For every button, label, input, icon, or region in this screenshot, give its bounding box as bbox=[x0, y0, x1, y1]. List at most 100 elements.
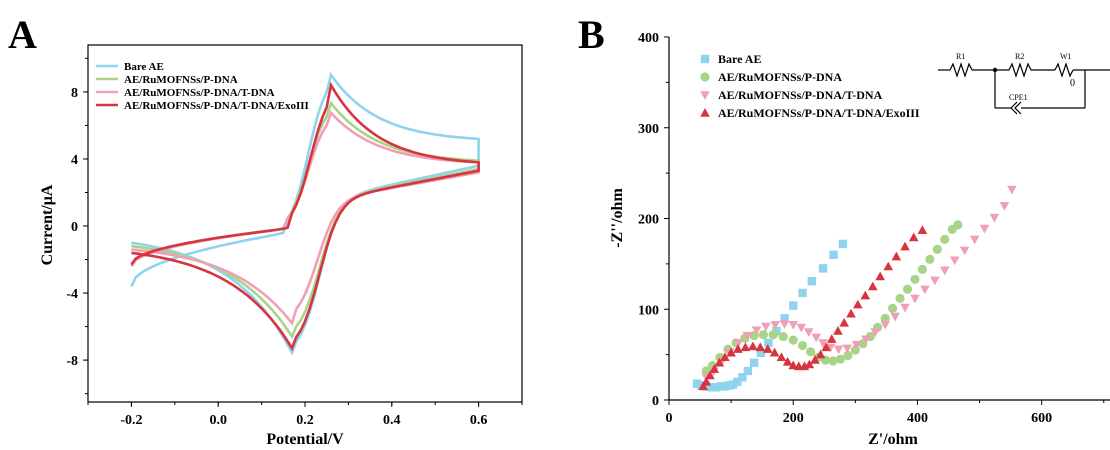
cv-curve-4 bbox=[130, 81, 480, 351]
eis-point-s3 bbox=[779, 320, 790, 329]
eis-point-s3 bbox=[989, 213, 1000, 223]
eis-point-s1 bbox=[789, 301, 798, 310]
eis-point-s3 bbox=[761, 322, 771, 332]
eis-point-s1 bbox=[733, 377, 742, 387]
eis-point-s4 bbox=[709, 364, 720, 373]
warburg-w1-icon bbox=[1054, 62, 1074, 78]
eis-point-s1 bbox=[702, 382, 711, 391]
eis-point-s4 bbox=[804, 359, 815, 369]
eis-point-s3 bbox=[803, 328, 814, 337]
eis-point-s3 bbox=[949, 256, 960, 266]
eis-point-s3 bbox=[1007, 185, 1017, 195]
eis-point-s3 bbox=[851, 340, 862, 350]
cv-y-tick-label: 8 bbox=[71, 86, 78, 101]
eis-point-s4 bbox=[698, 381, 708, 391]
cv-legend-label: AE/RuMOFNSs/P-DNA/T-DNA bbox=[124, 87, 275, 99]
eis-point-s4 bbox=[846, 308, 856, 318]
eis-point-s4 bbox=[810, 355, 820, 364]
cv-x-tick-label: 0.2 bbox=[296, 413, 314, 428]
eis-legend-label: Bare AE bbox=[718, 52, 761, 66]
eis-legend-label: AE/RuMOFNSs/P-DNA/T-DNA/ExoIII bbox=[718, 106, 920, 120]
eis-legend-label: AE/RuMOFNSs/P-DNA bbox=[718, 70, 842, 84]
resistor-r2-icon bbox=[1008, 62, 1032, 78]
eis-point-s4 bbox=[782, 356, 793, 366]
eis-point-s3 bbox=[811, 333, 822, 343]
eis-point-s2 bbox=[932, 244, 942, 254]
eis-y-tick-label: 400 bbox=[638, 31, 659, 46]
panel-a-label: A bbox=[8, 12, 37, 57]
eis-point-s1 bbox=[692, 379, 702, 388]
eis-point-s2 bbox=[788, 335, 798, 345]
eis-point-s2 bbox=[953, 220, 963, 230]
eis-point-s2 bbox=[835, 354, 846, 364]
eis-point-s2 bbox=[758, 330, 769, 340]
eis-point-s3 bbox=[818, 339, 828, 348]
cv-y-tick-label: 4 bbox=[71, 153, 78, 168]
eis-point-s2 bbox=[768, 330, 778, 340]
cv-legend-label: AE/RuMOFNSs/P-DNA bbox=[124, 74, 238, 86]
eis-point-s1 bbox=[707, 383, 716, 392]
eis-point-s1 bbox=[807, 276, 817, 286]
cv-x-tick-label: 0.0 bbox=[209, 413, 227, 428]
cv-curve-3 bbox=[130, 110, 480, 326]
cv-x-tick-label: 0.6 bbox=[470, 413, 488, 428]
eis-y-tick-label: 100 bbox=[638, 303, 659, 318]
eis-x-tick-label: 400 bbox=[907, 411, 928, 426]
inset-label-r1: R1 bbox=[956, 52, 965, 61]
cv-y-tick-label: -8 bbox=[66, 354, 78, 369]
eis-point-s2 bbox=[917, 264, 928, 274]
eis-legend-marker bbox=[700, 91, 710, 100]
eis-point-s4 bbox=[908, 232, 919, 242]
eis-point-s4 bbox=[883, 261, 894, 271]
eis-point-s1 bbox=[749, 358, 759, 367]
eis-point-s3 bbox=[742, 331, 753, 341]
eis-point-s4 bbox=[900, 241, 910, 251]
eis-point-s4 bbox=[833, 326, 843, 335]
eis-point-s4 bbox=[755, 342, 766, 352]
eis-point-s2 bbox=[843, 350, 853, 361]
cv-y-tick-label: -4 bbox=[66, 287, 78, 302]
resistor-r1-icon bbox=[949, 62, 973, 78]
eis-point-s3 bbox=[920, 285, 930, 295]
cv-x-axis-label: Potential/V bbox=[266, 431, 344, 448]
eis-point-s1 bbox=[720, 382, 730, 391]
panel-b-label: B bbox=[578, 12, 605, 57]
eis-point-s3 bbox=[733, 339, 744, 348]
eis-point-s1 bbox=[838, 239, 848, 249]
eis-y-tick-label: 200 bbox=[638, 213, 659, 228]
eis-point-s3 bbox=[969, 235, 980, 245]
eis-point-s1 bbox=[728, 380, 738, 389]
eis-point-s3 bbox=[825, 343, 836, 353]
eis-point-s3 bbox=[770, 320, 781, 330]
inset-label-cpe1: CPE1 bbox=[1009, 93, 1028, 102]
eis-point-s4 bbox=[891, 251, 902, 261]
eis-point-s1 bbox=[738, 373, 747, 382]
eis-point-s2 bbox=[880, 313, 890, 323]
eis-point-s1 bbox=[829, 250, 838, 259]
eis-y-axis-label: -Z''/ohm bbox=[609, 188, 626, 248]
eis-x-tick-label: 600 bbox=[1031, 411, 1052, 426]
eis-point-s1 bbox=[780, 314, 789, 323]
eis-point-s4 bbox=[762, 344, 773, 353]
inset-label-w1: W1 bbox=[1060, 52, 1072, 61]
eis-point-s1 bbox=[743, 366, 753, 376]
cv-curve-1 bbox=[130, 72, 480, 356]
eis-point-s4 bbox=[860, 290, 871, 300]
eis-point-s4 bbox=[720, 352, 730, 362]
eis-point-s3 bbox=[979, 224, 990, 234]
eis-point-s4 bbox=[839, 317, 849, 327]
eis-point-s3 bbox=[999, 202, 1010, 211]
cv-x-tick-label: -0.2 bbox=[120, 413, 142, 428]
eis-legend: Bare AE AE/RuMOFNSs/P-DNA AE/RuMOFNSs/P-DN… bbox=[700, 52, 920, 120]
eis-point-s4 bbox=[776, 352, 787, 362]
inset-label-r2: R2 bbox=[1015, 52, 1024, 61]
eis-point-s3 bbox=[788, 320, 799, 330]
cpe1-icon bbox=[1010, 101, 1018, 115]
eis-point-s4 bbox=[733, 344, 743, 353]
eis-point-s3 bbox=[910, 294, 920, 304]
eis-legend-marker bbox=[700, 72, 710, 82]
eis-point-s1 bbox=[818, 264, 828, 273]
eis-x-tick-label: 0 bbox=[666, 411, 673, 426]
eis-point-s1 bbox=[772, 326, 781, 336]
